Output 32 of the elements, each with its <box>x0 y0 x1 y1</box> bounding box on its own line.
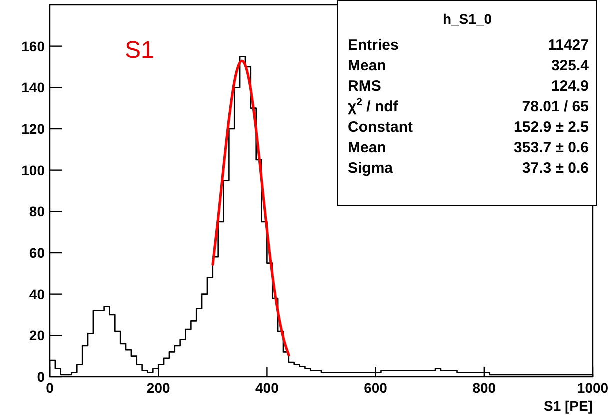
x-axis-title: S1 [PE] <box>544 398 593 414</box>
x-tick-label: 600 <box>364 380 388 396</box>
annotation: 11427 <box>548 37 589 54</box>
y-tick-label: 20 <box>29 328 46 344</box>
annotation: RMS <box>348 78 382 95</box>
annotation: Mean <box>348 58 386 74</box>
annotation: h_S1_0 <box>442 11 492 27</box>
x-tick-label: 200 <box>146 380 170 396</box>
y-tick-label: 160 <box>22 38 46 54</box>
x-tick-label: 400 <box>256 380 280 396</box>
annotation: χ$^{2}$ / ndf <box>348 96 400 116</box>
annotation: Mean <box>348 140 386 156</box>
annotation: Entries <box>348 37 399 54</box>
y-tick-label: 60 <box>29 245 46 261</box>
y-tick-label: 80 <box>29 204 46 220</box>
y-tick-label: 120 <box>22 121 46 137</box>
line-series <box>212 60 290 357</box>
annotation: 152.9 ± 2.5 <box>514 119 589 136</box>
annotation: S1 <box>125 37 154 64</box>
x-tick-label: 800 <box>472 380 496 396</box>
annotation: 124.9 <box>551 78 589 95</box>
y-tick-label: 100 <box>22 162 46 178</box>
annotation: 325.4 <box>551 58 590 74</box>
y-tick-label: 140 <box>22 80 46 96</box>
annotation: 78.01 / 65 <box>522 98 589 116</box>
y-tick-label: 0 <box>37 369 46 385</box>
annotation: 37.3 ± 0.6 <box>522 160 589 177</box>
annotation: 353.7 ± 0.6 <box>514 140 589 156</box>
y-tick-label: 40 <box>29 286 46 302</box>
annotation: Sigma <box>348 160 394 177</box>
x-tick-label: 1000 <box>577 380 609 396</box>
annotation: Constant <box>348 119 413 136</box>
